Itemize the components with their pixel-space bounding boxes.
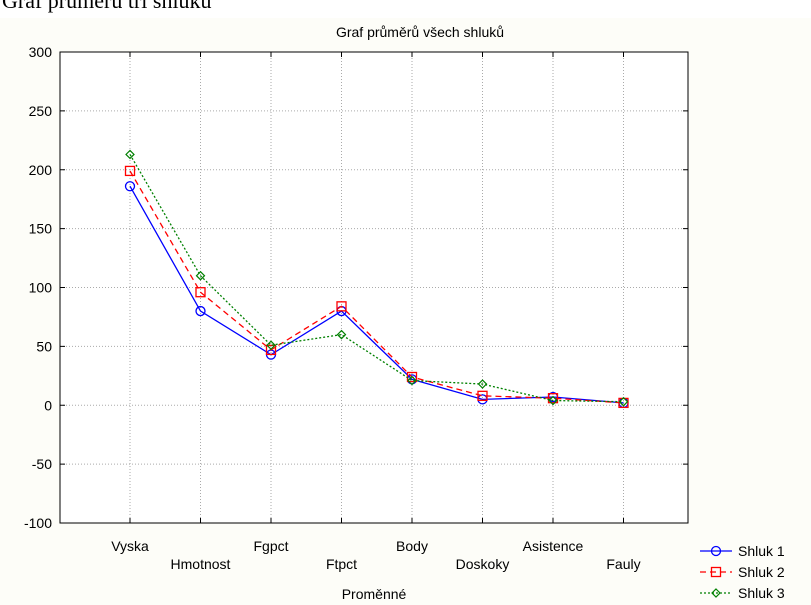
marker — [477, 390, 488, 401]
legend-label: Shluk 1 — [738, 543, 785, 559]
page-title: Graf průměrů tří shluků — [2, 0, 212, 13]
chart-title: Graf průměrů všech shluků — [336, 24, 504, 40]
y-tick-label: 0 — [44, 397, 52, 413]
marker — [407, 375, 417, 386]
x-tick-label: Ftpct — [326, 556, 357, 572]
x-tick-label: Vyska — [111, 538, 149, 554]
marker — [195, 305, 206, 317]
y-tick-label: 150 — [29, 221, 53, 237]
y-tick-label: 100 — [29, 280, 53, 296]
plot-area — [60, 52, 688, 523]
marker — [124, 165, 136, 177]
legend-label: Shluk 2 — [738, 564, 785, 580]
x-tick-label: Fgpct — [253, 538, 288, 554]
y-tick-label: 300 — [29, 44, 53, 60]
marker — [710, 566, 722, 578]
marker — [336, 329, 347, 340]
marker — [266, 340, 276, 351]
y-tick-label: -50 — [32, 456, 52, 472]
x-tick-label: Doskoky — [456, 556, 510, 572]
y-tick-label: 200 — [29, 162, 53, 178]
marker — [547, 393, 559, 404]
y-tick-label: 250 — [29, 103, 53, 119]
marker — [265, 344, 277, 356]
marker — [124, 181, 136, 192]
marker — [548, 395, 558, 406]
marker — [711, 588, 721, 598]
y-tick-label: -100 — [24, 515, 52, 531]
marker — [710, 545, 722, 557]
marker — [195, 270, 206, 281]
x-tick-label: Hmotnost — [171, 556, 231, 572]
marker — [477, 379, 488, 389]
x-axis-label: Proměnné — [342, 586, 407, 602]
marker — [125, 149, 135, 160]
marker — [618, 396, 629, 407]
marker — [336, 301, 347, 312]
legend-label: Shluk 3 — [738, 585, 785, 601]
x-tick-label: Body — [396, 538, 428, 554]
series-line — [129, 154, 624, 403]
marker — [195, 287, 206, 298]
x-tick-label: Asistence — [523, 538, 584, 554]
x-tick-label: Fauly — [606, 556, 640, 572]
plot-frame — [59, 51, 689, 524]
y-tick-label: 50 — [36, 338, 52, 354]
